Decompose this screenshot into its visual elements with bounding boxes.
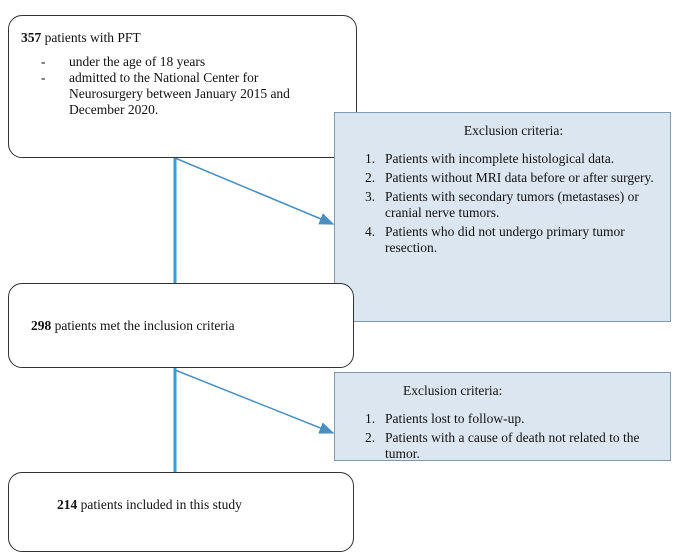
bullet: - admitted to the National Center for Neu…: [41, 70, 321, 118]
exclusion-item: 3. Patients with secondary tumors (metast…: [365, 189, 662, 221]
item-number: 2.: [365, 430, 376, 445]
final-text: 214 patients included in this study: [21, 497, 341, 513]
exclusion-box: Exclusion criteria: 1. Patients lost to f…: [334, 372, 671, 461]
bullet-text: under the age of 18 years: [69, 54, 206, 69]
exclusion-item: 2. Patients without MRI data before or af…: [365, 170, 662, 186]
final-box: 214 patients included in this study: [8, 472, 354, 552]
exclusion-list: 1. Patients with incomplete histological …: [365, 151, 662, 256]
item-text: Patients with incomplete histological da…: [385, 151, 615, 166]
exclusion-item: 2. Patients with a cause of death not rel…: [365, 430, 662, 462]
bullet-mark: -: [41, 54, 46, 69]
exclusion-box: Exclusion criteria: 1. Patients with inco…: [334, 112, 671, 322]
start-heading: 357 patients with PFT: [21, 30, 344, 46]
exclusion-item: 1. Patients lost to follow-up.: [365, 411, 662, 427]
item-number: 2.: [365, 170, 376, 185]
bullet: - under the age of 18 years: [41, 54, 321, 70]
item-text: Patients lost to follow-up.: [385, 411, 525, 426]
count: 357: [21, 30, 42, 45]
exclusion-list: 1. Patients lost to follow-up. 2. Patients …: [365, 411, 662, 462]
bullet-mark: -: [41, 70, 46, 85]
exclusion-arrow: [174, 369, 335, 434]
bullet-text: admitted to the National Center for Neur…: [69, 70, 290, 117]
item-number: 1.: [365, 151, 376, 166]
item-number: 4.: [365, 224, 376, 239]
exclusion-arrow: [174, 157, 335, 225]
count: 298: [31, 318, 52, 333]
exclusion-item: 1. Patients with incomplete histological …: [365, 151, 662, 167]
exclusion-title: Exclusion criteria:: [403, 383, 503, 398]
label: patients with PFT: [41, 30, 141, 45]
count: 214: [57, 497, 78, 512]
label: patients included in this study: [77, 497, 242, 512]
start-box: 357 patients with PFT - under the age of …: [8, 15, 357, 158]
inclusion-text: 298 patients met the inclusion criteria: [21, 318, 341, 334]
label: patients met the inclusion criteria: [51, 318, 235, 333]
inclusion-box: 298 patients met the inclusion criteria: [8, 283, 354, 368]
bullet-list: - under the age of 18 years - admitted to …: [21, 54, 321, 118]
item-text: Patients without MRI data before or afte…: [385, 170, 654, 185]
item-number: 3.: [365, 189, 376, 204]
exclusion-item: 4. Patients who did not undergo primary t…: [365, 224, 662, 256]
item-text: Patients who did not undergo primary tum…: [385, 224, 625, 255]
exclusion-title: Exclusion criteria:: [463, 123, 564, 138]
item-text: Patients with a cause of death not relat…: [385, 430, 640, 461]
item-text: Patients with secondary tumors (metastas…: [385, 189, 639, 220]
item-number: 1.: [365, 411, 376, 426]
